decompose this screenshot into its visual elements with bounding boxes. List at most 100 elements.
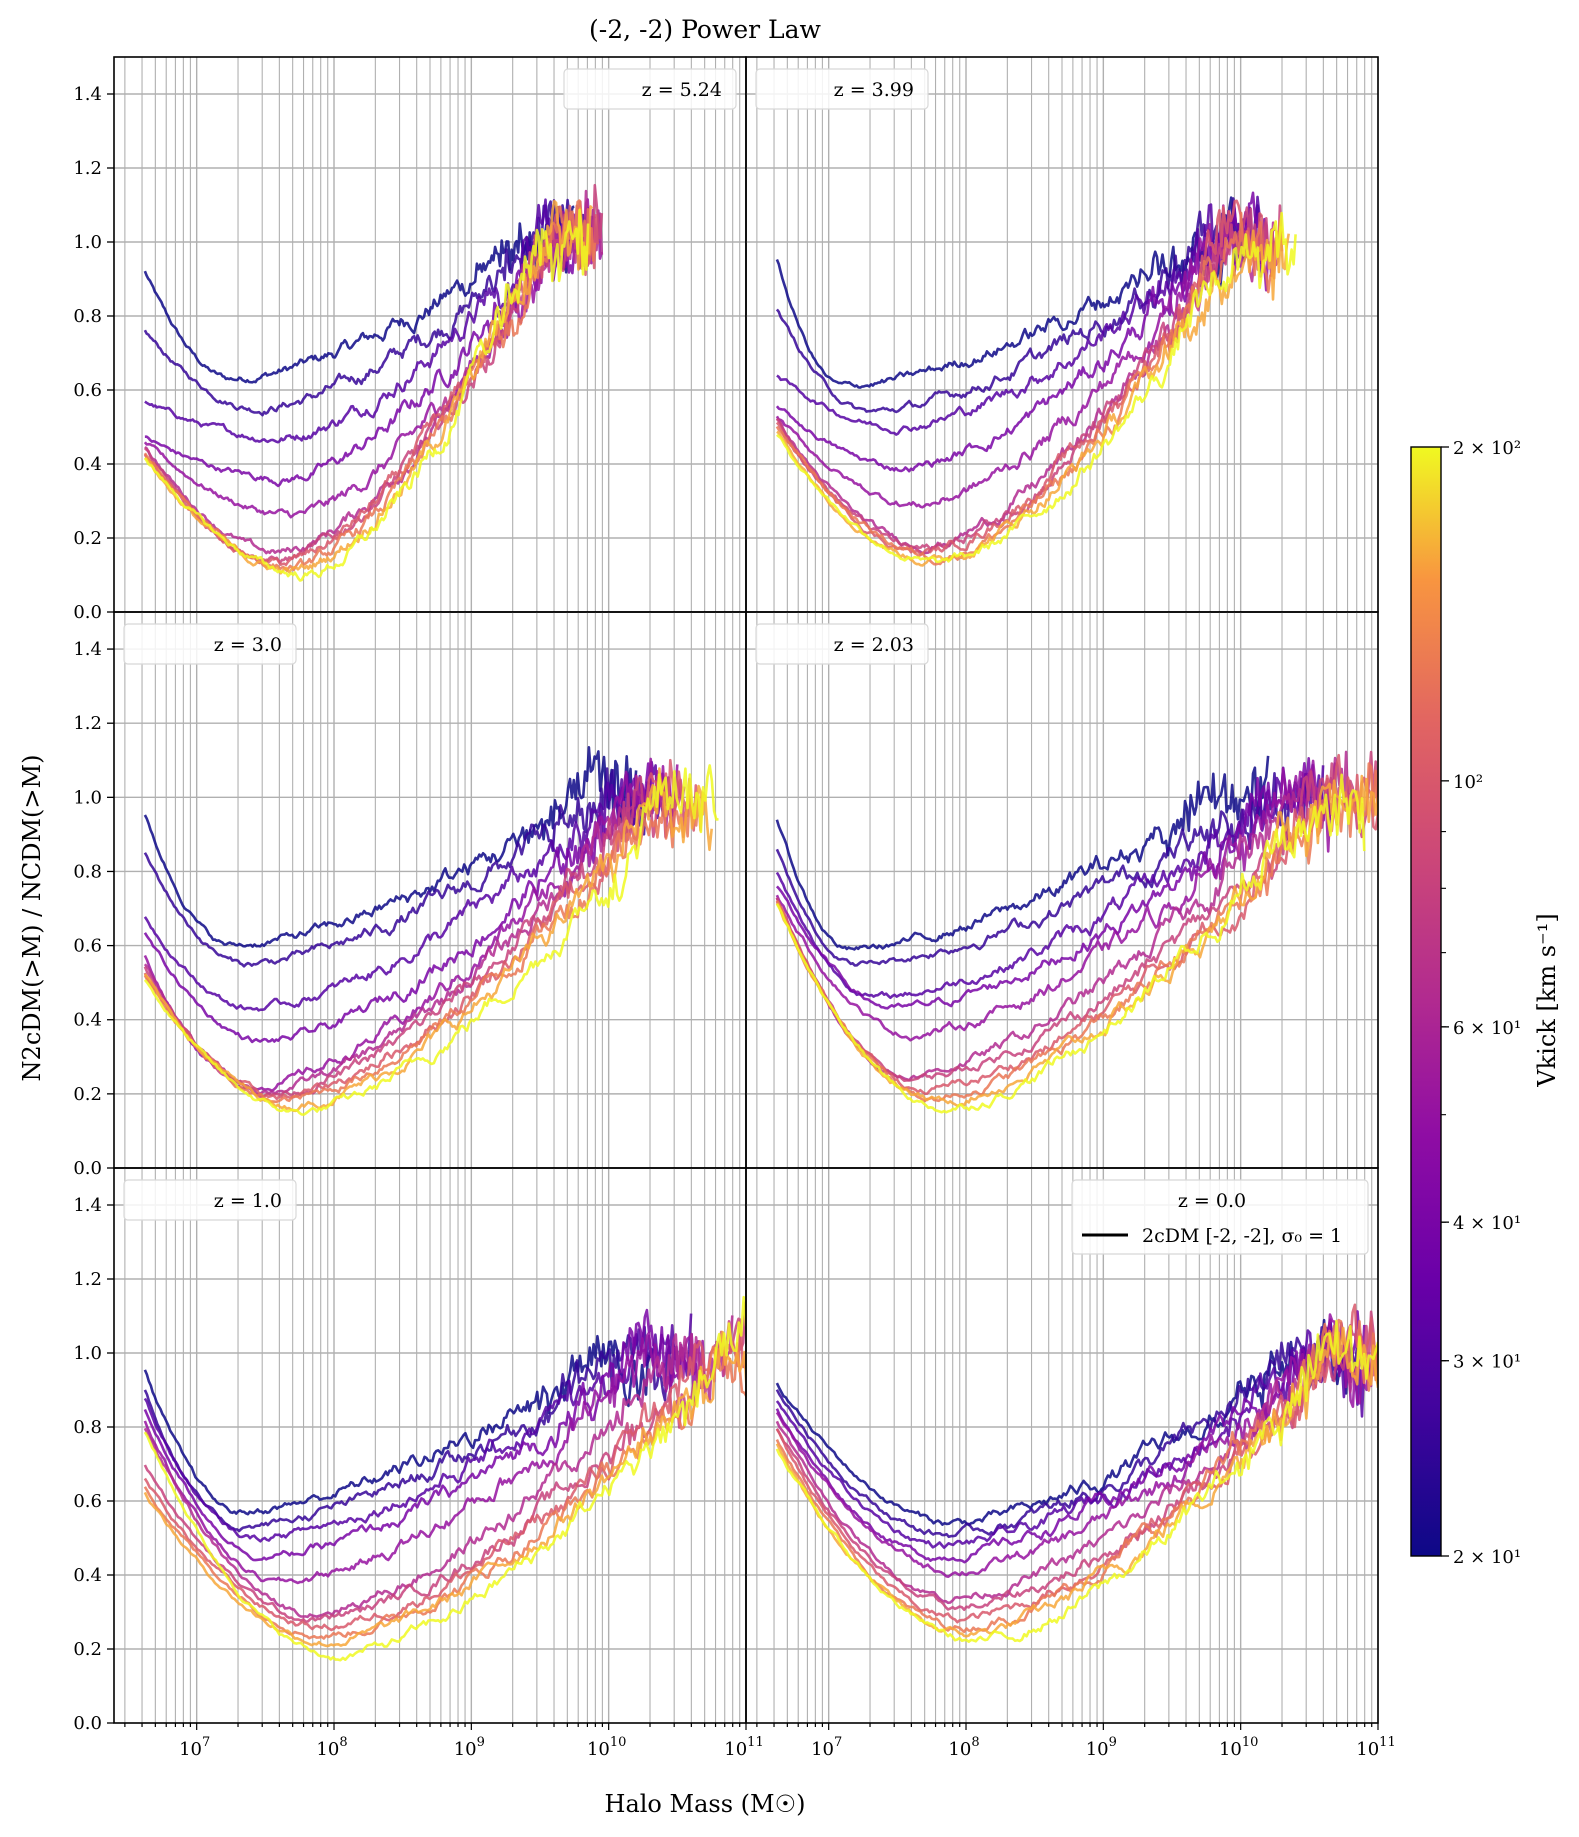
series-line-vkick-200 [143, 764, 719, 1116]
ytick-label: 0.0 [73, 1158, 102, 1179]
colorbar: 2 × 10² 10² 6 × 10¹ 4 × 10¹ 3 × 10¹ 2 × 10¹ V… [1410, 438, 1561, 1568]
xtick-label: 1010 [1219, 1735, 1258, 1760]
legend-entry-redshift: z = 5.24 [642, 79, 722, 101]
series-group [143, 1295, 746, 1662]
colorbar-tick-label: 6 × 10¹ [1453, 1018, 1521, 1039]
colorbar-tick-label: 2 × 10¹ [1453, 1547, 1521, 1568]
ytick-label: 1.2 [73, 713, 102, 734]
series-line-vkick-31 [143, 760, 665, 1012]
colorbar-tick-label: 4 × 10¹ [1453, 1213, 1521, 1234]
series-line-vkick-31 [143, 1313, 693, 1543]
ytick-label: 0.6 [73, 1491, 102, 1512]
legend-box [755, 68, 929, 110]
panels: 0.0 0.2 0.4 0.6 0.8 1.0 1.2 1.4 z = 5.24 z = 3.99… [73, 56, 1396, 1760]
legend: z = 5.24 [563, 68, 737, 110]
series-line-vkick-100 [143, 200, 599, 567]
series-line-vkick-158 [775, 774, 1378, 1108]
series-line-vkick-20 [143, 1334, 651, 1516]
series-line-vkick-25 [775, 772, 1311, 967]
xtick-label: 107 [179, 1735, 210, 1760]
colorbar-tick-label: 10² [1453, 772, 1483, 793]
xtick-label: 109 [1086, 1735, 1117, 1760]
legend: z = 1.0 [123, 1179, 297, 1221]
series-line-vkick-200 [776, 211, 1297, 564]
grid [114, 57, 747, 612]
series-line-vkick-50 [775, 223, 1270, 509]
legend: z = 2.03 [755, 623, 929, 665]
series-line-vkick-80 [775, 204, 1284, 551]
legend: z = 3.0 [123, 623, 297, 665]
ytick-label: 1.0 [73, 1343, 102, 1364]
xtick-label: 1011 [724, 1735, 763, 1760]
legend-entry-model: 2cDM [-2, -2], σ₀ = 1 [1142, 1225, 1342, 1247]
series-line-vkick-40 [775, 757, 1332, 1010]
series-line-vkick-200 [143, 208, 590, 582]
legend-box [563, 68, 737, 110]
xtick-label: 108 [948, 1735, 979, 1760]
legend-entry-redshift: z = 3.99 [834, 79, 914, 101]
ytick-label: 1.0 [73, 232, 102, 253]
ytick-label: 0.6 [73, 936, 102, 957]
ytick-label: 1.4 [73, 639, 102, 660]
series-line-vkick-31 [144, 198, 590, 444]
colorbar-label: Vkick [km s⁻¹] [1533, 913, 1561, 1087]
panel-4: z = 2.03 [745, 611, 1379, 1169]
legend: z = 0.0 2cDM [-2, -2], σ₀ = 1 [1071, 1179, 1369, 1255]
colorbar-tick-label: 3 × 10¹ [1453, 1352, 1521, 1373]
series-line-vkick-63 [143, 1315, 734, 1619]
xtick-label: 107 [811, 1735, 842, 1760]
xtick-label: 108 [316, 1735, 347, 1760]
series-group [143, 746, 719, 1116]
ytick-label: 0.4 [73, 1010, 102, 1031]
xtick-label: 1011 [1356, 1735, 1395, 1760]
x-axis-label: Halo Mass (M☉) [605, 1790, 806, 1818]
figure-title: (-2, -2) Power Law [589, 15, 822, 44]
series-line-vkick-31 [776, 195, 1263, 436]
series-line-vkick-50 [143, 1331, 707, 1585]
colorbar-tick-label: 2 × 10² [1453, 438, 1521, 459]
panel-1: 0.0 0.2 0.4 0.6 0.8 1.0 1.2 1.4 z = 5.24 [73, 56, 747, 623]
series-group [775, 750, 1378, 1114]
ytick-label: 1.2 [73, 1269, 102, 1290]
series-line-vkick-31 [775, 1329, 1366, 1549]
series-group [143, 183, 604, 582]
ytick-label: 0.4 [73, 1565, 102, 1586]
ytick-label: 0.2 [73, 528, 102, 549]
legend-box [123, 623, 297, 665]
series-line-vkick-63 [775, 1332, 1378, 1605]
series-line-vkick-20 [143, 205, 575, 384]
panel-5: 0.0 0.2 0.4 0.6 0.8 1.0 1.2 1.4 107 108 109 1010 101… [73, 1167, 764, 1760]
series-group [775, 191, 1297, 567]
series-line-vkick-200 [775, 1319, 1378, 1643]
series-group [775, 1303, 1378, 1643]
legend-box [755, 623, 929, 665]
panel-3: 0.0 0.2 0.4 0.6 0.8 1.0 1.2 1.4 z = 3.0 [73, 611, 747, 1179]
series-line-vkick-31 [775, 763, 1325, 1000]
series-line-vkick-200 [143, 1295, 746, 1662]
series-line-vkick-126 [775, 211, 1284, 566]
ytick-label: 0.2 [73, 1639, 102, 1660]
ytick-label: 0.0 [73, 1713, 102, 1734]
grid [114, 1168, 747, 1723]
series-line-vkick-25 [143, 198, 590, 417]
series-line-vkick-40 [144, 207, 597, 488]
series-line-vkick-25 [775, 1326, 1359, 1539]
series-line-vkick-50 [775, 759, 1339, 1042]
xtick-label: 1010 [587, 1735, 626, 1760]
grid [746, 57, 1379, 612]
ytick-label: 1.4 [73, 1195, 102, 1216]
ytick-label: 0.6 [73, 380, 102, 401]
ytick-label: 0.2 [73, 1084, 102, 1105]
ytick-label: 0.8 [73, 1417, 102, 1438]
legend-box [1071, 1179, 1369, 1255]
ytick-label: 1.2 [73, 158, 102, 179]
ytick-label: 0.8 [73, 306, 102, 327]
colorbar-gradient [1410, 446, 1442, 1557]
series-line-vkick-20 [143, 746, 638, 948]
legend-entry-redshift: z = 2.03 [834, 634, 914, 656]
panel-2: z = 3.99 [745, 56, 1379, 613]
ytick-label: 1.0 [73, 787, 102, 808]
series-line-vkick-20 [775, 755, 1270, 951]
ytick-label: 0.0 [73, 602, 102, 623]
